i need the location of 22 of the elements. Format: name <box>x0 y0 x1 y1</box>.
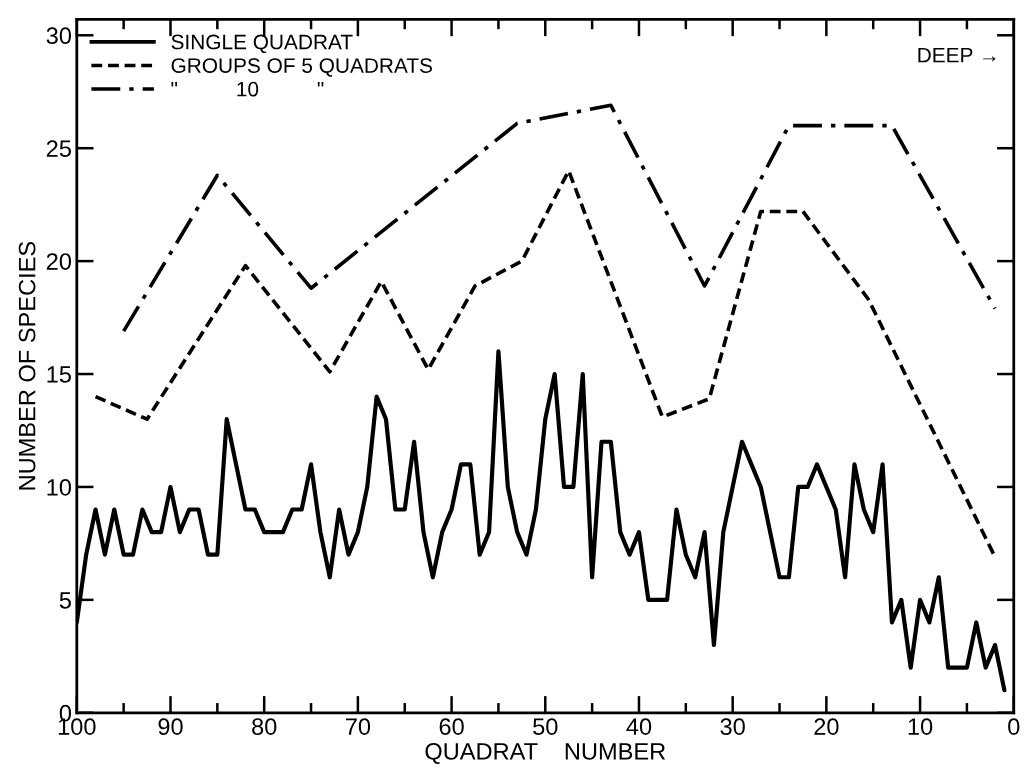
y-tick-label: 25 <box>46 140 71 157</box>
y-tick-label: 10 <box>47 479 72 496</box>
legend-label: GROUPS OF 5 QUADRATS <box>171 58 432 77</box>
legend-label: SINGLE QUADRAT <box>171 34 353 54</box>
x-tick-label: 40 <box>626 718 652 735</box>
x-tick-label: 60 <box>439 718 464 735</box>
y-tick-label: 5 <box>59 592 71 609</box>
x-tick-label: 30 <box>720 718 745 735</box>
x-tick-label: 0 <box>1008 718 1020 735</box>
y-tick-label: 15 <box>47 366 71 383</box>
x-tick-label: 90 <box>158 718 183 735</box>
x-tick-label: 80 <box>252 718 277 735</box>
x-tick-label: 70 <box>345 718 371 735</box>
y-axis-title: NUMBER OF SPECIES <box>18 241 36 490</box>
annotation: DEEP → <box>918 47 996 63</box>
y-tick-label: 20 <box>46 253 72 270</box>
x-tick-label: 20 <box>814 718 839 735</box>
x-axis-title: QUADRAT NUMBER <box>425 743 666 764</box>
legend-label: " 10 " <box>171 81 324 97</box>
x-tick-label: 50 <box>533 718 558 735</box>
x-tick-label: 10 <box>908 718 933 735</box>
y-tick-label: 30 <box>46 27 72 45</box>
